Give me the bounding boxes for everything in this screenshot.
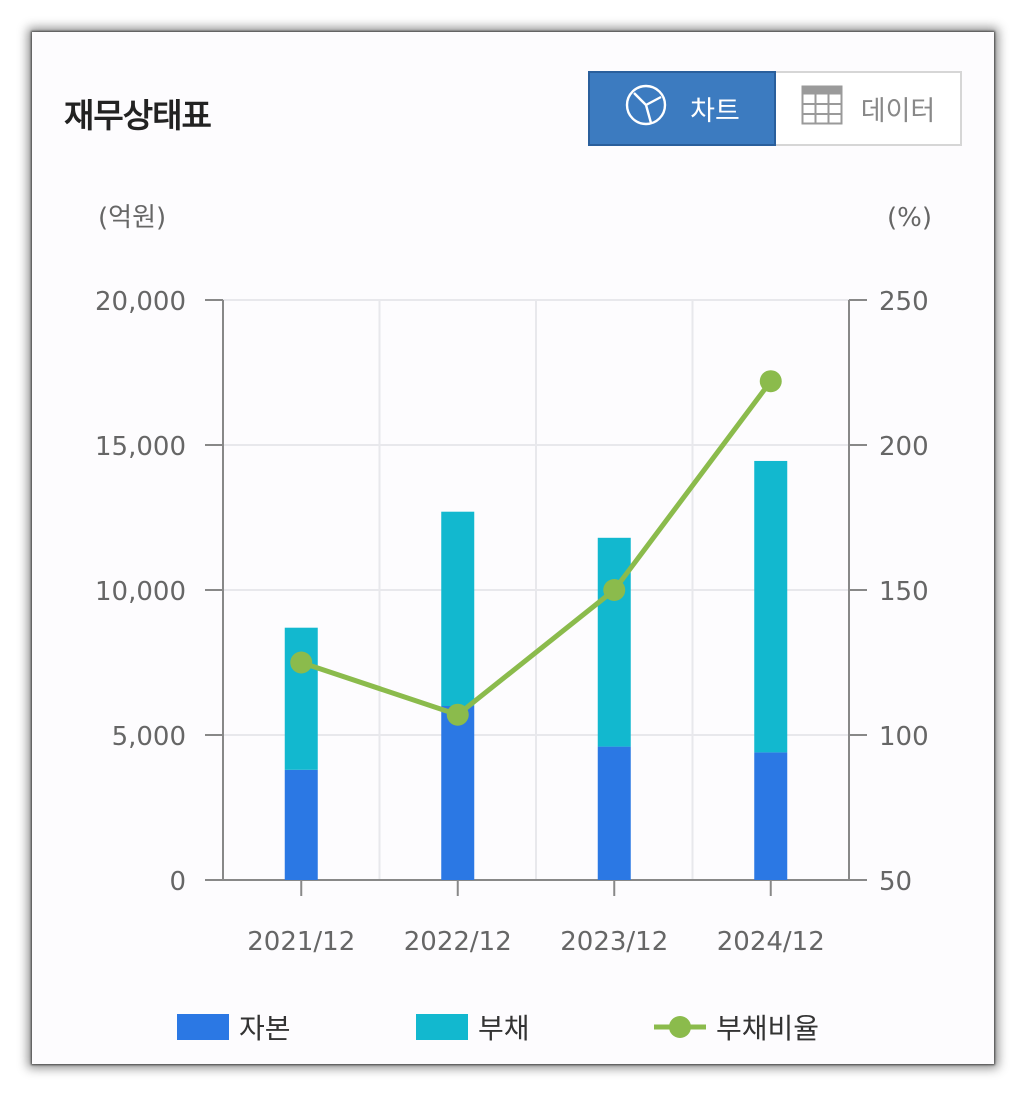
data-view-button[interactable]: 데이터	[776, 71, 962, 146]
left-tick-label: 15,000	[95, 432, 186, 462]
financial-statement-card: 재무상태표 차트	[32, 32, 994, 1064]
right-axis-unit-label: (%)	[887, 203, 932, 233]
balance-sheet-chart: 0 5,000 10,000 15,000 20,000 50 100 150 200 250 (억…	[95, 203, 932, 957]
x-tick-label: 2022/12	[404, 927, 512, 957]
left-tick-label: 20,000	[95, 287, 186, 317]
view-toggle: 차트 데이터	[588, 71, 962, 146]
bar-liability	[441, 511, 475, 706]
chart-legend: 자본 부채 부채비율	[32, 1007, 994, 1047]
bar-equity	[441, 706, 475, 880]
legend-swatch-ratio	[654, 1016, 706, 1038]
legend-swatch-liability	[416, 1014, 468, 1040]
legend-label-liability: 부채	[478, 1012, 530, 1045]
left-tick-label: 10,000	[95, 577, 186, 607]
legend-item-ratio: 부채비율	[654, 1007, 819, 1047]
bar-liability	[284, 627, 318, 770]
right-tick-label: 250	[879, 287, 929, 317]
left-tick-label: 5,000	[112, 722, 186, 752]
right-tick-label: 150	[879, 577, 929, 607]
data-view-label: 데이터	[860, 96, 936, 127]
ratio-point	[603, 579, 626, 601]
legend-label-ratio: 부채비율	[716, 1012, 820, 1045]
page-title: 재무상태표	[64, 96, 212, 135]
chart-view-button[interactable]: 차트	[588, 71, 776, 146]
left-axis-unit-label: (억원)	[98, 203, 166, 233]
legend-swatch-equity	[177, 1014, 229, 1040]
bar-equity	[754, 752, 788, 880]
bar-liability	[597, 537, 631, 747]
ratio-line	[300, 379, 773, 718]
table-grid-icon	[801, 85, 843, 132]
legend-item-liability: 부채	[416, 1007, 530, 1047]
x-tick-label: 2023/12	[560, 927, 668, 957]
legend-item-equity: 자본	[177, 1007, 291, 1047]
x-tick-label: 2024/12	[717, 927, 825, 957]
left-tick-label: 0	[169, 867, 186, 897]
bar-equity	[597, 746, 631, 880]
right-tick-label: 100	[879, 722, 929, 752]
legend-label-equity: 자본	[239, 1012, 291, 1045]
chart-view-label: 차트	[690, 96, 740, 127]
x-tick-label: 2021/12	[247, 927, 355, 957]
ratio-point	[446, 703, 469, 726]
bar-liability	[754, 460, 788, 753]
right-tick-label: 200	[879, 432, 929, 462]
right-tick-label: 50	[879, 867, 912, 897]
bar-equity	[284, 769, 318, 880]
ratio-point	[759, 370, 782, 393]
pie-chart-icon	[624, 83, 668, 134]
ratio-point	[290, 651, 313, 674]
